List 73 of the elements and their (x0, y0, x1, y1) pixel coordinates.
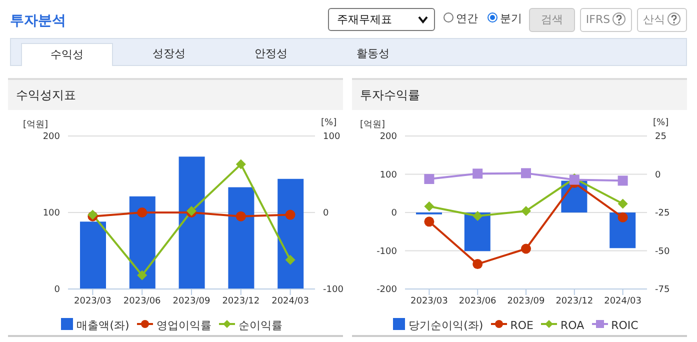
y2-tick-label: -25 (655, 208, 670, 219)
point (285, 254, 296, 265)
x-tick-label: 2023/12 (556, 296, 594, 306)
point (236, 211, 246, 222)
x-tick-label: 2023/06 (458, 296, 497, 306)
point (521, 244, 531, 254)
chart-title: 투자수익률 (352, 78, 687, 110)
x-tick-label: 2024/03 (272, 296, 309, 306)
point (618, 176, 628, 186)
bar (80, 222, 106, 289)
y-axis-title: [억원] (23, 119, 48, 131)
point (472, 259, 483, 270)
y2-tick-label: -50 (655, 246, 670, 257)
text: 안정성 (254, 46, 288, 62)
legend-label: ROIC (610, 319, 638, 332)
y-tick-label: 200 (42, 132, 60, 142)
text: 투자분석 (10, 12, 66, 30)
x-tick-label: 2023/09 (172, 296, 210, 306)
y-tick-label: -100 (376, 246, 398, 257)
x-tick-label: 2023/03 (410, 296, 448, 306)
y2-tick-label: 25 (655, 132, 666, 142)
text: 수익성 (21, 43, 113, 66)
y2-tick-label: 0 (655, 170, 661, 180)
y2-axis-title: [%] (653, 118, 669, 128)
y-tick-label: 0 (391, 208, 398, 219)
text: IFRS (580, 8, 632, 32)
bar (178, 156, 205, 289)
y-tick-label: 200 (380, 132, 398, 142)
text: 연간 (455, 11, 478, 26)
point (521, 206, 531, 216)
legend-label: 순이익률 (237, 319, 282, 332)
text: 검색 (529, 8, 575, 32)
point (424, 174, 434, 184)
y2-axis-title: [%] (321, 118, 337, 128)
y-tick-label: 100 (380, 170, 398, 180)
y2-tick-label: -100 (323, 285, 344, 296)
point (472, 211, 483, 222)
legend-label: 영업이익률 (155, 319, 212, 332)
text: 분기 (499, 11, 522, 26)
x-tick-label: 2023/12 (222, 296, 260, 306)
x-tick-label: 2023/03 (74, 296, 112, 306)
bar (129, 196, 156, 289)
point (285, 210, 296, 220)
point (472, 168, 483, 179)
y-axis-title: [억원] (360, 119, 386, 131)
point (236, 159, 246, 170)
legend-label: ROE (509, 319, 534, 332)
point (424, 216, 434, 227)
y2-tick-label: 100 (323, 132, 340, 142)
y2-tick-label: -75 (655, 285, 670, 296)
y2-tick-label: 0 (323, 208, 329, 219)
bar (278, 178, 304, 289)
legend-label: 매출액(좌) (76, 319, 130, 332)
point (137, 270, 148, 280)
point (618, 198, 628, 209)
x-tick-label: 2023/09 (507, 296, 545, 306)
dropdown-field: 주재무제표 (328, 8, 435, 31)
chart-title: 수익성지표 (8, 78, 343, 110)
point (137, 208, 148, 218)
y-tick-label: 100 (42, 208, 60, 219)
point (424, 201, 434, 212)
legend-label: 당기순이익(좌) (408, 319, 484, 332)
x-tick-label: 2024/03 (604, 296, 642, 306)
y-tick-label: -200 (376, 285, 398, 296)
y-tick-label: 0 (54, 285, 60, 296)
point (521, 168, 531, 178)
text: 성장성 (152, 46, 186, 62)
x-tick-label: 2023/06 (123, 296, 162, 306)
bar (228, 187, 254, 289)
legend-label: ROA (559, 319, 584, 332)
text: 산식 (637, 8, 687, 32)
point (618, 212, 628, 222)
text: 활동성 (356, 46, 390, 62)
